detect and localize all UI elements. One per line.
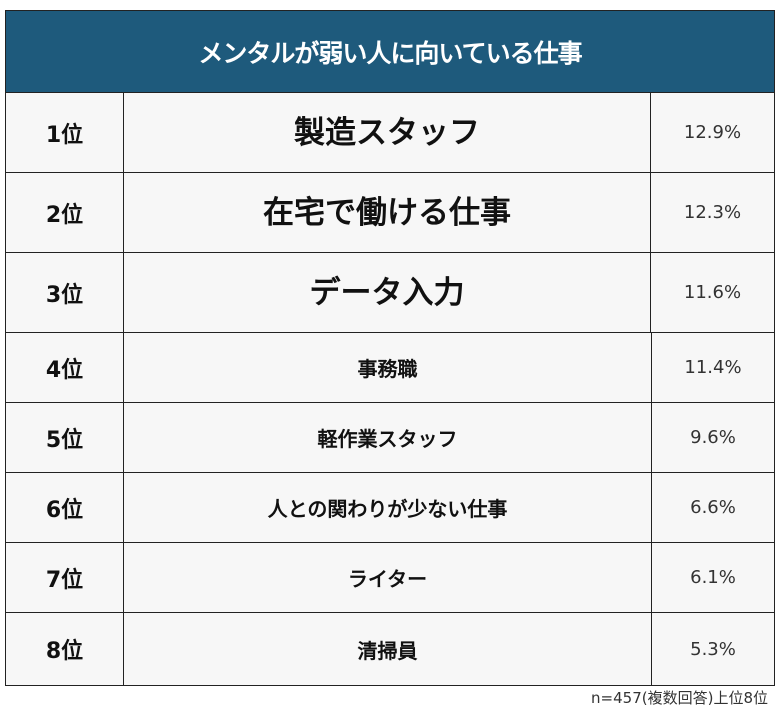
- table-row: 2位 在宅で働ける仕事 12.3%: [6, 173, 774, 253]
- table-title: メンタルが弱い人に向いている仕事: [6, 11, 774, 93]
- percent-cell: 5.3%: [690, 638, 736, 660]
- table-row: 5位 軽作業スタッフ 9.6%: [6, 403, 774, 473]
- rank-cell: 6位: [6, 473, 124, 542]
- percent-cell: 6.1%: [690, 567, 736, 588]
- rank-cell: 3位: [6, 253, 124, 332]
- job-cell: 人との関わりが少ない仕事: [124, 473, 652, 542]
- job-cell: 事務職: [124, 333, 652, 402]
- percent-cell: 6.6%: [690, 497, 736, 518]
- job-cell: 清掃員: [124, 613, 652, 685]
- rank-cell: 1位: [6, 93, 124, 172]
- percent-cell: 12.9%: [683, 122, 742, 143]
- table-row: 7位 ライター 6.1%: [6, 543, 774, 613]
- table-row: 6位 人との関わりが少ない仕事 6.6%: [6, 473, 774, 543]
- job-cell: 軽作業スタッフ: [124, 403, 652, 472]
- footnote: n=457(複数回答)上位8位: [591, 689, 768, 707]
- job-cell: ライター: [124, 543, 652, 612]
- table-row: 8位 清掃員 5.3%: [6, 613, 774, 685]
- percent-cell: 12.3%: [683, 202, 742, 223]
- job-cell: データ入力: [124, 253, 651, 332]
- job-cell: 在宅で働ける仕事: [124, 173, 651, 252]
- rank-cell: 5位: [6, 403, 124, 472]
- percent-cell: 11.4%: [684, 357, 742, 378]
- table-row: 4位 事務職 11.4%: [6, 333, 774, 403]
- rank-cell: 8位: [6, 613, 124, 685]
- rank-cell: 2位: [6, 173, 124, 252]
- ranking-table: メンタルが弱い人に向いている仕事 1位 製造スタッフ 12.9% 2位 在宅で働ける仕事…: [5, 10, 775, 686]
- table-row: 1位 製造スタッフ 12.9%: [6, 93, 774, 173]
- job-cell: 製造スタッフ: [124, 93, 651, 172]
- percent-cell: 11.6%: [683, 282, 742, 303]
- rank-cell: 4位: [6, 333, 124, 402]
- percent-cell: 9.6%: [690, 427, 736, 448]
- table-row: 3位 データ入力 11.6%: [6, 253, 774, 333]
- rank-cell: 7位: [6, 543, 124, 612]
